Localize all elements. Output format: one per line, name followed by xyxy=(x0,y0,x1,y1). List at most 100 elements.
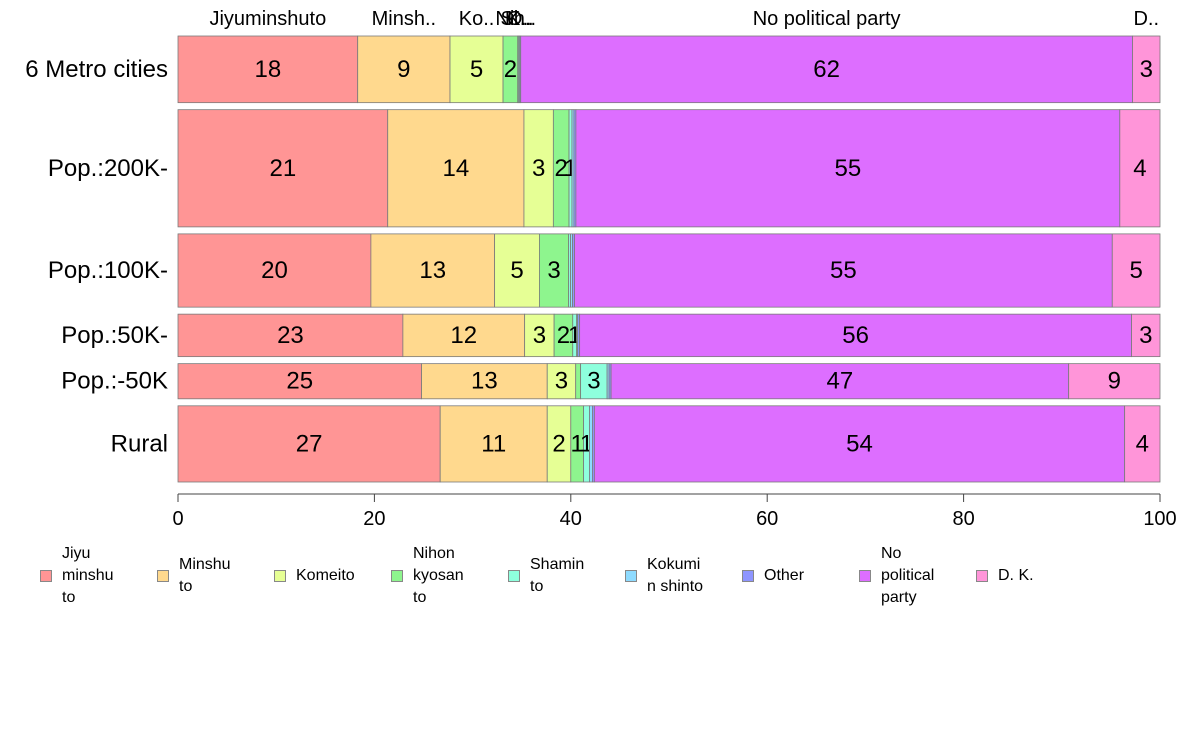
x-tick-label: 60 xyxy=(756,508,778,530)
bar-segment xyxy=(1119,109,1161,228)
segment-value-label: 9 xyxy=(397,56,410,83)
segment-value-label: 54 xyxy=(846,430,873,457)
legend-item: D. K. xyxy=(976,540,1060,612)
bar-segment xyxy=(520,35,1133,104)
bar-segment xyxy=(580,363,608,400)
x-tick-label: 40 xyxy=(560,508,582,530)
bar-segment xyxy=(370,233,496,308)
segment-value-label: 4 xyxy=(1133,155,1146,182)
segment-value-label: 21 xyxy=(270,155,297,182)
segment-value-label: 5 xyxy=(1129,257,1142,284)
bar-segment xyxy=(177,363,422,400)
bar-segment xyxy=(177,313,404,358)
bar-segment xyxy=(574,233,1113,308)
segment-value-label: 3 xyxy=(532,155,545,182)
legend-item: No political party xyxy=(859,540,943,612)
top-category-label: O.. xyxy=(507,8,534,30)
segment-value-label: 55 xyxy=(830,257,857,284)
segment-value-label: 14 xyxy=(442,155,469,182)
segment-value-label: 2 xyxy=(552,430,565,457)
row-label: Pop.:-50K xyxy=(61,368,168,395)
segment-value-label: 2 xyxy=(504,56,517,83)
bar-segment xyxy=(1132,35,1161,104)
mosaic-bar-chart: 18 Jiyuminshuto 9 Minsh.. 5 Ko.. 2 Ni..Sh..K..O… xyxy=(25,8,1176,530)
top-category-label: D.. xyxy=(1133,8,1159,30)
legend-label: Other xyxy=(764,567,805,584)
bar-segment xyxy=(421,363,548,400)
x-tick-label: 0 xyxy=(172,508,183,530)
segment-value-label: 23 xyxy=(277,322,304,349)
x-tick-label: 100 xyxy=(1143,508,1176,530)
segment-value-label: 56 xyxy=(842,322,869,349)
segment-value-label: 3 xyxy=(547,257,560,284)
legend-swatch xyxy=(859,570,871,582)
segment-value-label: 18 xyxy=(255,56,282,83)
bar-segment xyxy=(387,109,525,228)
legend-item: Kokumin shinto xyxy=(625,540,709,612)
bar-segment xyxy=(589,405,593,483)
legend-item: Jiyu minshu to xyxy=(40,540,124,612)
segment-value-label: 3 xyxy=(587,368,600,395)
segment-value-label: 55 xyxy=(835,155,862,182)
legend-swatch xyxy=(157,570,169,582)
top-category-label: K.. xyxy=(507,8,531,30)
segment-value-label: 27 xyxy=(296,430,323,457)
top-category-label: Ko.. xyxy=(459,8,495,30)
legend-swatch xyxy=(508,570,520,582)
row-label: Pop.:200K- xyxy=(48,155,168,182)
legend-label: Minshu to xyxy=(179,556,231,595)
bar-segment xyxy=(402,313,526,358)
top-category-label: Jiyuminshuto xyxy=(209,8,326,30)
segment-value-label: 2 xyxy=(557,322,570,349)
legend-swatch xyxy=(742,570,754,582)
top-category-label: Ni.. xyxy=(495,8,525,30)
legend-label: Jiyu minshu to xyxy=(62,545,114,606)
segment-value-label: 25 xyxy=(286,368,313,395)
legend-item: Other xyxy=(742,540,826,612)
row-label: Rural xyxy=(111,430,168,457)
bar-segment xyxy=(575,363,582,400)
row-label: 6 Metro cities xyxy=(25,56,168,83)
top-category-label: No political party xyxy=(753,8,901,30)
top-category-label: Sh.. xyxy=(500,8,536,30)
legend-item: Minshu to xyxy=(157,540,241,612)
segment-value-label: 3 xyxy=(555,368,568,395)
bar-segment xyxy=(439,405,548,483)
legend-label: D. K. xyxy=(998,567,1034,584)
segment-value-label: 9 xyxy=(1108,368,1121,395)
segment-value-label: 13 xyxy=(471,368,498,395)
legend-label: Komeito xyxy=(296,567,355,584)
chart-legend: Jiyu minshu to Minshu to Komeito Nihon kyos… xyxy=(0,540,1188,630)
segment-value-label: 2 xyxy=(555,155,568,182)
segment-value-label: 12 xyxy=(450,322,477,349)
segment-value-label: 5 xyxy=(510,257,523,284)
top-category-label: Minsh.. xyxy=(372,8,436,30)
bar-segment xyxy=(177,109,389,228)
bar-segment xyxy=(177,35,359,104)
segment-value-label: 5 xyxy=(470,56,483,83)
bar-segment xyxy=(177,233,372,308)
segment-value-label: 3 xyxy=(533,322,546,349)
bar-segment xyxy=(357,35,451,104)
segment-value-label: 3 xyxy=(1139,322,1152,349)
legend-item: Nihon kyosan to xyxy=(391,540,475,612)
segment-value-label: 1 xyxy=(571,430,584,457)
segment-value-label: 4 xyxy=(1136,430,1149,457)
row-label: Pop.:100K- xyxy=(48,257,168,284)
legend-swatch xyxy=(274,570,286,582)
legend-swatch xyxy=(976,570,988,582)
x-tick-label: 20 xyxy=(363,508,385,530)
legend-label: Nihon kyosan to xyxy=(413,545,464,606)
legend-swatch xyxy=(40,570,52,582)
segment-value-label: 20 xyxy=(261,257,288,284)
bar-segment xyxy=(1131,313,1161,358)
segment-value-label: 11 xyxy=(481,430,506,457)
bar-segment xyxy=(1124,405,1161,483)
bar-segment xyxy=(449,35,504,104)
bar-segment xyxy=(610,363,1070,400)
legend-item: Shamin to xyxy=(508,540,592,612)
bar-segment xyxy=(1111,233,1161,308)
bar-segment xyxy=(579,313,1132,358)
legend-item: Komeito xyxy=(274,540,358,612)
legend-swatch xyxy=(625,570,637,582)
